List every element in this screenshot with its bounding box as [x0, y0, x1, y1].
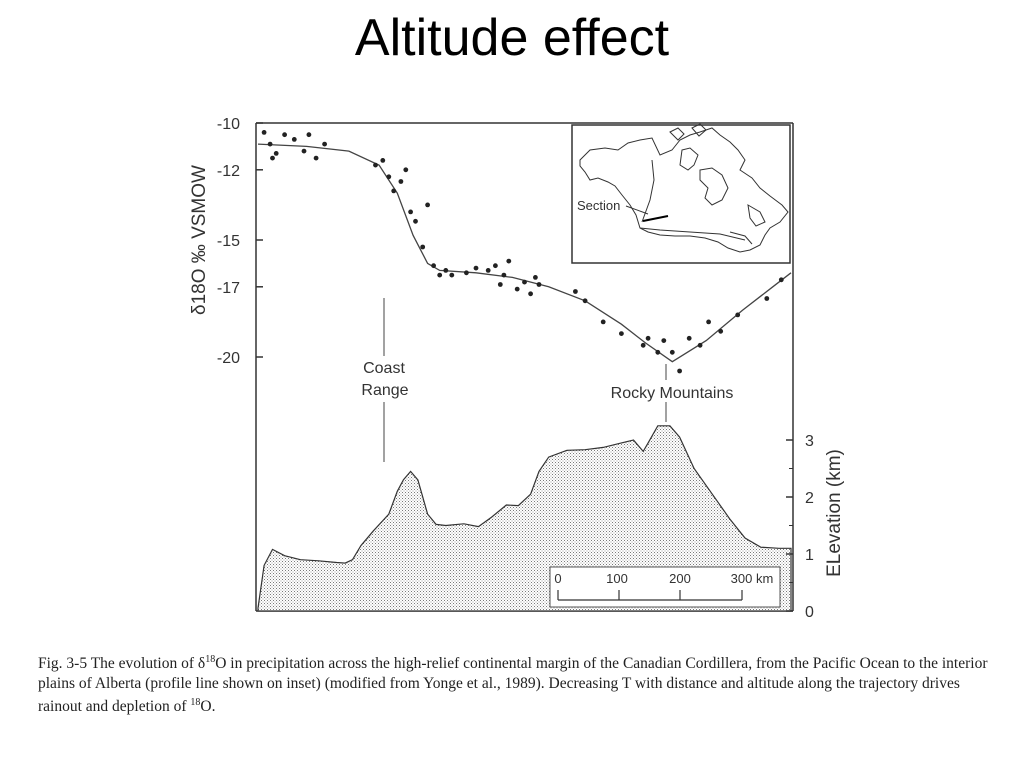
- rocky-mountains-label: Rocky Mountains: [611, 385, 734, 402]
- isotope-point-19: [425, 202, 430, 208]
- coast-range-annotation: Coast Range: [361, 298, 409, 462]
- scale-label-200: 200: [669, 571, 691, 586]
- inset-section-label: Section: [577, 198, 620, 213]
- canada-outline-icon: [579, 123, 789, 253]
- caption-sup-1: 18: [205, 654, 216, 665]
- coast-range-label-line1: Coast: [363, 360, 405, 377]
- isotope-point-10: [373, 162, 378, 168]
- isotope-point-45: [677, 368, 682, 374]
- isotope-point-52: [778, 277, 784, 283]
- right-axis: 0 1 2 3: [786, 433, 814, 621]
- isotope-point-5: [291, 137, 297, 142]
- isotope-point-29: [501, 272, 507, 278]
- left-tick-label-0: -10: [217, 116, 240, 133]
- isotope-point-50: [735, 312, 741, 318]
- left-axis: -10 -12 -15 -17 -20: [217, 116, 263, 367]
- caption-fig-number: Fig. 3-5: [38, 655, 88, 673]
- isotope-point-23: [449, 272, 455, 278]
- left-tick-label-2: -15: [217, 233, 240, 250]
- right-tick-label-1: 1: [805, 547, 814, 564]
- isotope-point-48: [706, 319, 711, 325]
- caption-sup-2: 18: [190, 697, 201, 709]
- isotope-point-4: [282, 132, 287, 138]
- isotope-point-43: [661, 338, 667, 343]
- isotope-point-51: [764, 296, 770, 301]
- isotope-point-21: [437, 272, 443, 278]
- scale-bar: 0 100 200 300 km: [549, 566, 781, 608]
- isotope-point-26: [485, 268, 491, 273]
- left-tick-label-1: -12: [217, 163, 240, 180]
- isotope-point-30: [506, 258, 512, 264]
- isotope-point-47: [697, 342, 703, 348]
- scale-label-0: 0: [554, 571, 561, 586]
- elevation-profile-area: [257, 425, 792, 612]
- isotope-point-41: [645, 335, 651, 341]
- right-tick-label-2: 2: [805, 490, 814, 507]
- isotope-point-6: [301, 148, 307, 154]
- isotope-point-9: [322, 141, 327, 147]
- isotope-point-39: [619, 331, 624, 336]
- isotope-point-35: [536, 282, 542, 287]
- isotope-point-17: [413, 218, 418, 224]
- isotope-point-20: [431, 263, 436, 269]
- slide-title: Altitude effect: [354, 9, 670, 67]
- scale-label-100: 100: [606, 571, 628, 586]
- isotope-point-22: [443, 268, 449, 273]
- caption-text-3: O.: [200, 698, 216, 716]
- isotope-point-36: [573, 289, 578, 294]
- isotope-point-27: [493, 263, 498, 269]
- isotope-point-46: [686, 335, 692, 341]
- isotope-point-2: [270, 155, 275, 161]
- rocky-mountains-annotation: Rocky Mountains: [611, 364, 734, 422]
- inset-map: Section: [571, 123, 791, 264]
- isotope-point-14: [398, 179, 404, 184]
- isotope-point-0: [261, 130, 267, 135]
- isotope-point-12: [386, 174, 392, 180]
- isotope-point-38: [600, 319, 606, 325]
- isotope-point-24: [464, 270, 469, 276]
- isotope-point-37: [582, 298, 588, 304]
- left-tick-label-3: -17: [217, 280, 240, 297]
- right-axis-label: ELevation (km): [824, 449, 845, 577]
- isotope-point-3: [273, 151, 279, 156]
- inset-frame: [571, 124, 791, 264]
- isotope-point-15: [403, 167, 409, 173]
- left-axis-label: δ18O ‰ VSMOW: [189, 165, 210, 315]
- isotope-point-25: [473, 265, 479, 271]
- section-leader: [625, 205, 649, 215]
- isotope-point-28: [497, 282, 503, 287]
- isotope-point-33: [528, 291, 533, 297]
- isotope-point-32: [522, 279, 527, 285]
- caption-text-1: The evolution of δ: [87, 655, 206, 673]
- isotope-point-8: [313, 155, 319, 161]
- isotope-point-18: [420, 244, 426, 250]
- caption-text-2: O in precipitation across the high-relie…: [38, 655, 988, 716]
- figure-caption: Fig. 3-5 The evolution of δ18O in precip…: [38, 650, 988, 717]
- isotope-point-42: [655, 349, 661, 355]
- right-tick-label-0: 0: [805, 604, 814, 621]
- isotope-point-7: [306, 132, 312, 138]
- section-profile-line: [642, 215, 669, 222]
- isotope-point-40: [640, 342, 646, 348]
- scale-label-300: 300 km: [731, 571, 774, 586]
- isotope-points: [261, 130, 784, 374]
- left-tick-label-4: -20: [217, 350, 240, 367]
- isotope-point-13: [391, 188, 397, 194]
- coast-range-label-line2: Range: [361, 382, 408, 399]
- isotope-point-44: [669, 349, 675, 355]
- right-tick-label-3: 3: [805, 433, 814, 450]
- isotope-trend-line: [257, 143, 792, 363]
- isotope-point-34: [533, 275, 538, 280]
- isotope-point-16: [408, 209, 413, 215]
- isotope-point-11: [380, 158, 386, 163]
- isotope-point-31: [514, 286, 520, 292]
- isotope-point-1: [267, 141, 273, 147]
- isotope-point-49: [718, 328, 724, 334]
